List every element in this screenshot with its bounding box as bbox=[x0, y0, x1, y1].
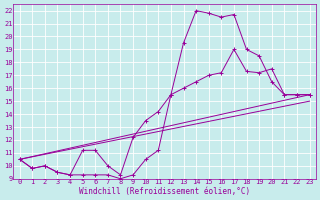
X-axis label: Windchill (Refroidissement éolien,°C): Windchill (Refroidissement éolien,°C) bbox=[79, 187, 250, 196]
